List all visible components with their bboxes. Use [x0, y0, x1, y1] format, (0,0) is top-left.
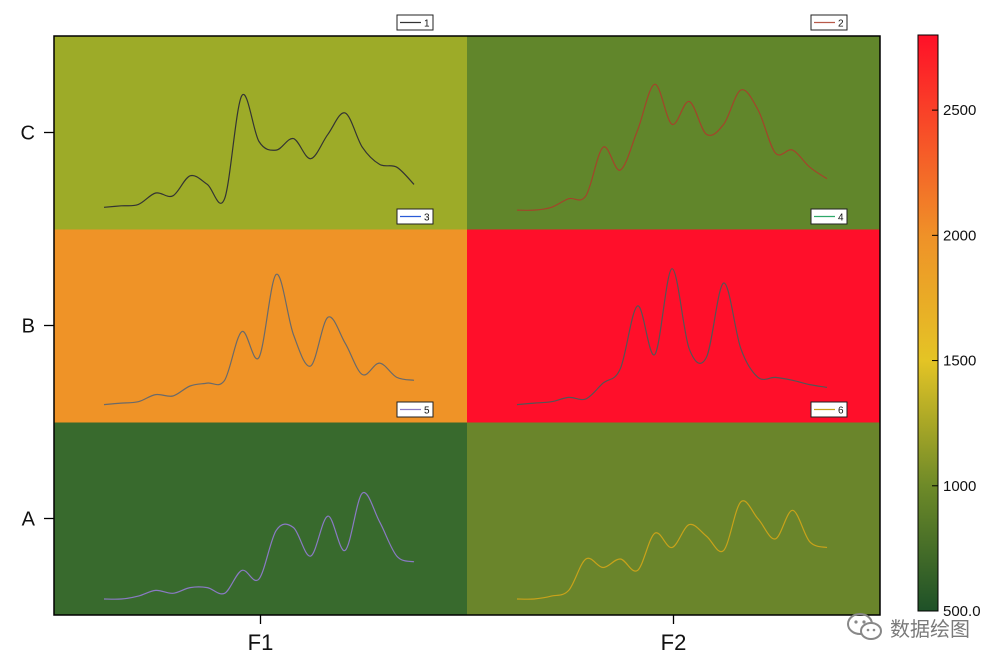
- colorbar-tick-label-2: 1500: [943, 353, 976, 370]
- heatmap-cell-c-f1: [54, 36, 468, 230]
- colorbar: [917, 34, 939, 612]
- x-tick-label-f1: F1: [248, 630, 274, 655]
- legend-label-1: 1: [424, 19, 430, 30]
- x-tick-label-f2: F2: [661, 630, 687, 655]
- legend-label-3: 3: [424, 213, 430, 224]
- colorbar-tick-label-3: 2000: [943, 227, 976, 244]
- wechat-icon: [847, 613, 882, 640]
- legend-label-4: 4: [838, 213, 844, 224]
- watermark: 数据绘图: [846, 612, 970, 642]
- y-tick-label-b: B: [22, 316, 35, 338]
- legend-label-2: 2: [838, 19, 844, 30]
- y-tick-label-a: A: [22, 509, 36, 531]
- colorbar-tick-label-0: 500.0: [943, 603, 981, 620]
- heatmap-cell-a-f2: [467, 422, 881, 616]
- spectrum-line-1: [103, 93, 415, 208]
- legend-label-6: 6: [838, 406, 844, 417]
- colorbar-tick-label-4: 2500: [943, 102, 976, 119]
- watermark-text: 数据绘图: [890, 616, 970, 641]
- legend-label-5: 5: [424, 406, 430, 417]
- heatmap-cell-a-f1: [54, 422, 468, 616]
- spectrum-line-3: [103, 273, 415, 406]
- colorbar-tick-label-1: 1000: [943, 478, 976, 495]
- spectrum-line-5: [103, 492, 415, 600]
- heatmap-cell-b-f1: [54, 229, 468, 423]
- y-tick-label-c: C: [21, 123, 35, 145]
- spectrum-line-6: [516, 500, 828, 600]
- spectrum-line-4: [516, 268, 828, 406]
- heatmap-cell-b-f2: [467, 229, 881, 423]
- heatmap-cell-c-f2: [467, 36, 881, 230]
- spectrum-line-2: [516, 83, 828, 211]
